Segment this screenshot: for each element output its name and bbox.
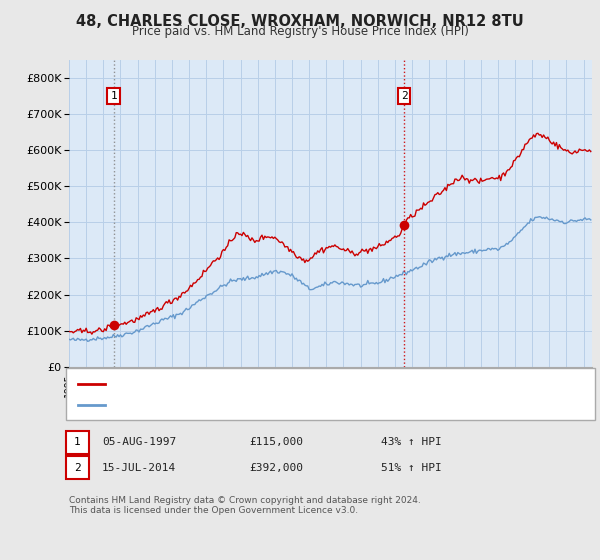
Text: 1: 1: [74, 437, 81, 447]
Text: 15-JUL-2014: 15-JUL-2014: [102, 463, 176, 473]
Text: HPI: Average price, detached house, Broadland: HPI: Average price, detached house, Broa…: [110, 400, 356, 410]
Text: 05-AUG-1997: 05-AUG-1997: [102, 437, 176, 447]
Text: £115,000: £115,000: [249, 437, 303, 447]
Text: 1: 1: [110, 91, 117, 101]
Text: 48, CHARLES CLOSE, WROXHAM, NORWICH, NR12 8TU (detached house): 48, CHARLES CLOSE, WROXHAM, NORWICH, NR1…: [110, 379, 489, 389]
Text: 48, CHARLES CLOSE, WROXHAM, NORWICH, NR12 8TU: 48, CHARLES CLOSE, WROXHAM, NORWICH, NR1…: [76, 14, 524, 29]
Text: Price paid vs. HM Land Registry's House Price Index (HPI): Price paid vs. HM Land Registry's House …: [131, 25, 469, 38]
Text: 43% ↑ HPI: 43% ↑ HPI: [381, 437, 442, 447]
Text: 2: 2: [74, 463, 81, 473]
Text: £392,000: £392,000: [249, 463, 303, 473]
Text: 51% ↑ HPI: 51% ↑ HPI: [381, 463, 442, 473]
Text: 2: 2: [401, 91, 407, 101]
Text: Contains HM Land Registry data © Crown copyright and database right 2024.
This d: Contains HM Land Registry data © Crown c…: [69, 496, 421, 515]
